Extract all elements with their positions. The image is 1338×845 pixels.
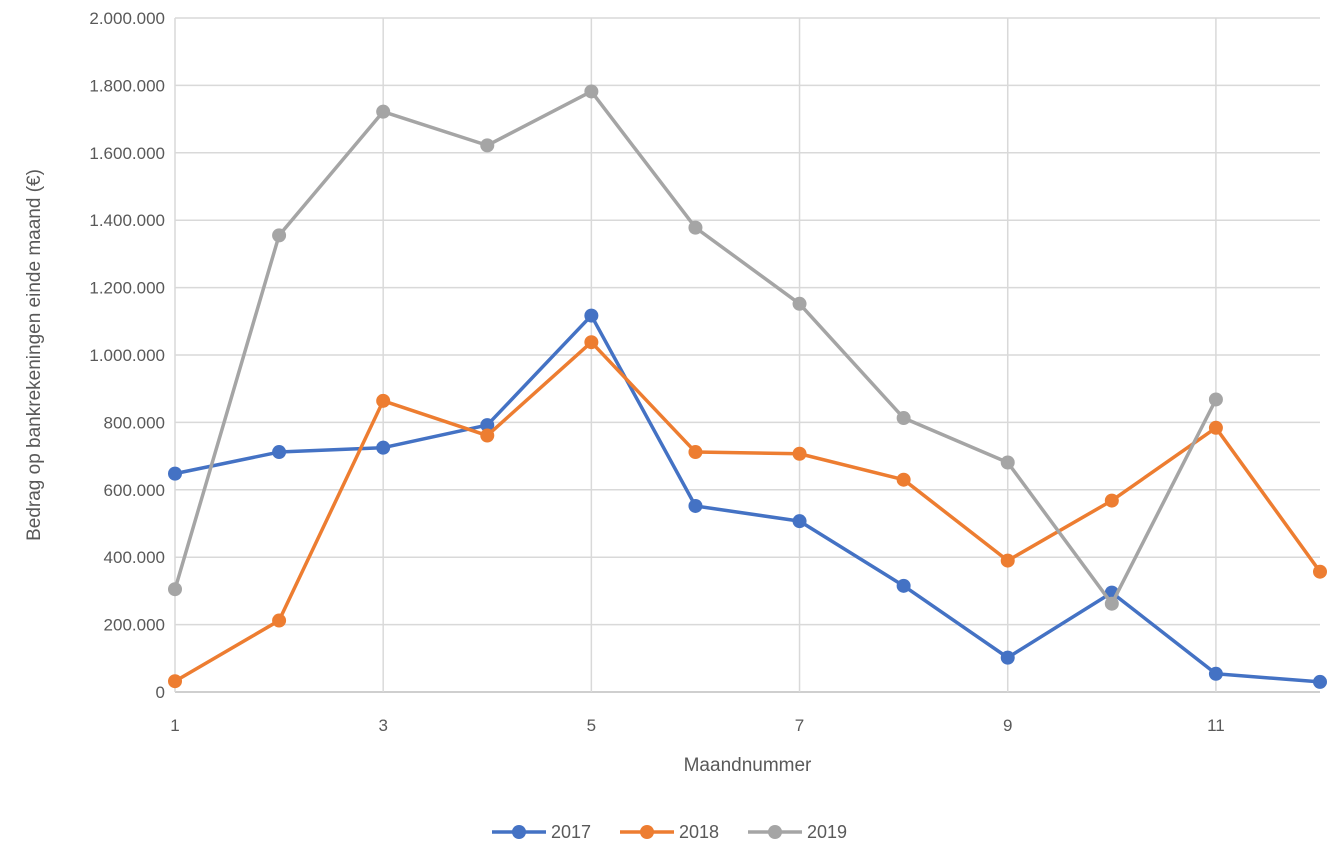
data-point-2018 [1313,564,1327,579]
y-axis-title: Bedrag op bankrekeningen einde maand (€) [24,169,45,541]
x-tick-label: 1 [170,716,179,735]
legend-swatch-marker [768,825,782,839]
y-tick-label: 1.400.000 [89,211,165,230]
legend-swatch-marker [512,825,526,839]
y-tick-label: 1.800.000 [89,76,165,95]
y-tick-label: 1.000.000 [89,346,165,365]
x-axis-title: Maandnummer [684,755,812,776]
data-point-2018 [688,445,703,460]
series-line-2018 [173,340,1322,683]
legend-swatch-marker [640,825,654,839]
data-point-2017 [272,445,287,460]
data-point-2017 [792,514,807,529]
y-tick-label: 0 [156,683,165,702]
x-tick-label: 9 [1003,716,1012,735]
data-point-2018 [1104,493,1119,508]
legend-label: 2019 [807,822,847,842]
y-tick-label: 2.000.000 [89,9,165,28]
x-axis-tick-labels: 1 3 5 7 9 11 [170,716,1224,735]
data-point-2018 [1000,553,1015,568]
data-point-2019 [1000,455,1015,470]
data-point-2017 [168,466,182,481]
legend-label: 2017 [551,822,591,842]
data-point-2017 [584,308,599,323]
data-point-2018 [896,472,911,487]
data-point-2017 [1000,650,1015,665]
y-tick-label: 400.000 [104,548,165,567]
legend-label: 2018 [679,822,719,842]
data-point-2018 [480,428,495,443]
x-tick-label: 5 [587,716,596,735]
series-line-2017 [173,313,1322,684]
data-point-2017 [376,440,391,455]
data-point-2019 [792,296,807,311]
data-point-2019 [168,582,182,597]
data-point-2019 [1104,596,1119,611]
data-point-2019 [896,411,911,426]
data-point-2018 [584,335,599,350]
data-point-2019 [480,138,495,153]
x-tick-label: 7 [795,716,804,735]
data-point-2019 [688,220,703,235]
y-axis-tick-labels: 0 200.000 400.000 600.000 800.000 1.000.000 1.… [89,9,165,702]
gridlines [174,17,1320,693]
y-tick-label: 1.200.000 [89,279,165,298]
legend-item-2017: 2017 [492,822,591,842]
data-point-2019 [584,84,599,99]
data-point-2019 [272,228,287,243]
data-point-2017 [688,498,703,513]
data-point-2018 [272,613,287,628]
plot-area [168,84,1327,689]
data-point-2019 [1208,392,1223,407]
y-tick-label: 200.000 [104,616,165,635]
data-point-2017 [1208,666,1223,681]
x-tick-label: 3 [378,716,387,735]
data-point-2017 [480,418,495,433]
data-point-2018 [792,446,807,461]
legend: 2017 2018 2019 [492,822,847,842]
legend-item-2019: 2019 [748,822,847,842]
series-line-2019 [173,89,1218,606]
x-tick-label: 11 [1207,716,1225,735]
y-tick-label: 600.000 [104,481,165,500]
y-tick-label: 1.600.000 [89,144,165,163]
data-point-2017 [896,578,911,593]
data-point-2018 [168,674,182,689]
legend-item-2018: 2018 [620,822,719,842]
data-point-2018 [1208,420,1223,435]
data-point-2018 [376,393,391,408]
y-tick-label: 800.000 [104,413,165,432]
data-point-2019 [376,104,391,119]
data-point-2017 [1313,674,1327,689]
